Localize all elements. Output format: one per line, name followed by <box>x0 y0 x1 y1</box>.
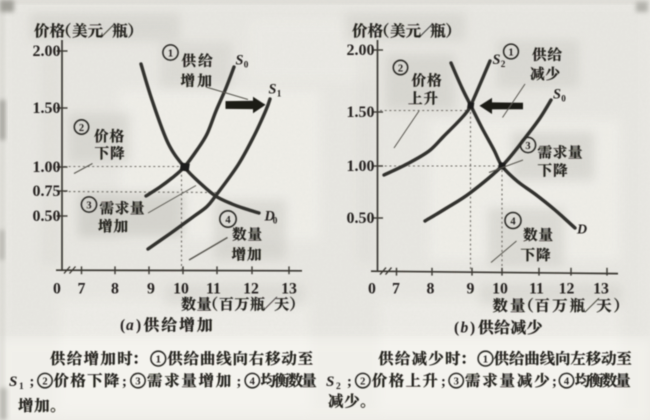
svg-text:10: 10 <box>173 281 189 298</box>
svg-text:D: D <box>264 209 275 225</box>
svg-text:8: 8 <box>111 281 119 298</box>
svg-text:S: S <box>9 374 17 390</box>
svg-text:12: 12 <box>559 281 575 298</box>
svg-text:2: 2 <box>79 123 84 134</box>
svg-text:8: 8 <box>427 281 435 298</box>
svg-text:;: ; <box>552 374 557 390</box>
svg-text:0.50: 0.50 <box>347 210 375 227</box>
svg-text:b: b <box>461 320 469 337</box>
svg-text:4: 4 <box>225 215 231 226</box>
svg-text:;: ; <box>237 374 242 390</box>
svg-text:;: ; <box>347 374 352 390</box>
svg-text:0: 0 <box>368 281 376 298</box>
svg-text:1.00: 1.00 <box>33 159 61 176</box>
svg-text:9: 9 <box>467 281 475 298</box>
svg-text:1: 1 <box>483 354 488 366</box>
svg-text:S: S <box>326 374 334 390</box>
svg-text:13: 13 <box>593 281 609 298</box>
svg-text:3: 3 <box>525 141 530 152</box>
svg-text:3: 3 <box>135 376 140 387</box>
svg-text:1: 1 <box>168 48 173 59</box>
svg-text:7: 7 <box>78 281 86 298</box>
svg-text:4: 4 <box>510 216 516 227</box>
svg-text:0.50: 0.50 <box>33 208 61 225</box>
svg-text:9: 9 <box>147 281 155 298</box>
svg-text:1: 1 <box>277 89 282 99</box>
svg-text:2: 2 <box>336 382 341 392</box>
svg-text:2: 2 <box>398 63 403 74</box>
svg-text:0.75: 0.75 <box>33 183 61 200</box>
svg-text:S: S <box>553 87 561 103</box>
svg-text:): ) <box>136 317 141 334</box>
svg-text:4: 4 <box>564 376 570 387</box>
svg-text:2: 2 <box>360 376 365 387</box>
svg-text:(: ( <box>120 317 125 334</box>
svg-text:D: D <box>576 223 587 238</box>
svg-text:0: 0 <box>273 216 278 226</box>
svg-text:1: 1 <box>508 47 513 58</box>
svg-text:1.00: 1.00 <box>347 158 375 175</box>
svg-text:0: 0 <box>561 94 566 104</box>
svg-text:2: 2 <box>501 59 506 69</box>
svg-text:;: ; <box>441 374 446 390</box>
svg-text:;: ; <box>122 374 127 390</box>
svg-text:13: 13 <box>281 281 297 298</box>
svg-text:0: 0 <box>53 281 61 298</box>
svg-text:2: 2 <box>42 376 47 387</box>
svg-text:3: 3 <box>86 200 91 211</box>
svg-text:1: 1 <box>156 354 161 366</box>
svg-text:4: 4 <box>250 376 256 387</box>
svg-text:S: S <box>269 82 277 98</box>
svg-text:3: 3 <box>454 376 459 387</box>
svg-text:11: 11 <box>529 281 544 298</box>
svg-text:1.50: 1.50 <box>33 100 61 117</box>
svg-text:;: ; <box>30 374 35 390</box>
svg-text:0: 0 <box>244 60 249 70</box>
svg-text:2.00: 2.00 <box>33 43 61 60</box>
svg-text:1.50: 1.50 <box>347 104 375 121</box>
svg-text:12: 12 <box>243 281 259 298</box>
svg-text:10: 10 <box>492 281 508 298</box>
svg-text:a: a <box>126 317 134 334</box>
svg-text:S: S <box>236 53 244 69</box>
svg-text:2.00: 2.00 <box>347 42 375 59</box>
svg-text:1: 1 <box>19 382 24 392</box>
svg-text:S: S <box>493 52 501 68</box>
svg-text:(: ( <box>454 320 459 337</box>
svg-text:7: 7 <box>392 281 400 298</box>
svg-text:): ) <box>470 320 475 337</box>
svg-text:11: 11 <box>206 281 221 298</box>
